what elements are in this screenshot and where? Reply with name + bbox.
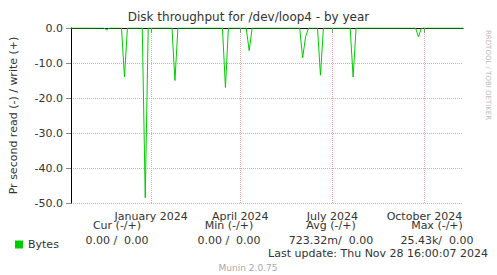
svg-text:-40.0: -40.0 bbox=[35, 162, 63, 175]
svg-text:October 2024: October 2024 bbox=[387, 210, 463, 223]
svg-text:Munin 2.0.75: Munin 2.0.75 bbox=[219, 263, 278, 273]
svg-text:0.00 / 0.00: 0.00 / 0.00 bbox=[85, 234, 148, 247]
svg-text:Cur (-/+): Cur (-/+) bbox=[92, 218, 142, 232]
svg-text:-30.0: -30.0 bbox=[35, 127, 63, 140]
svg-text:-50.0: -50.0 bbox=[35, 197, 63, 210]
svg-text:-20.0: -20.0 bbox=[35, 92, 63, 105]
svg-text:0.0: 0.0 bbox=[46, 22, 64, 35]
svg-text:RRDTOOL / TOBI OETIKER: RRDTOOL / TOBI OETIKER bbox=[484, 30, 492, 120]
svg-text:Pr second read (-) / write (+): Pr second read (-) / write (+) bbox=[7, 37, 20, 195]
svg-text:0.00 / 0.00: 0.00 / 0.00 bbox=[197, 234, 260, 247]
svg-text:Bytes: Bytes bbox=[28, 238, 59, 251]
svg-text:April 2024: April 2024 bbox=[212, 210, 269, 223]
svg-text:July 2024: July 2024 bbox=[306, 210, 358, 223]
svg-text:Last update: Thu Nov 28 16:00:: Last update: Thu Nov 28 16:00:07 2024 bbox=[268, 247, 488, 260]
svg-text:Min (-/+): Min (-/+) bbox=[204, 218, 254, 232]
svg-text:25.43k/ 0.00: 25.43k/ 0.00 bbox=[400, 234, 473, 247]
svg-text:Disk throughput for /dev/loop4: Disk throughput for /dev/loop4 - by year bbox=[128, 10, 370, 24]
svg-text:Max (-/+): Max (-/+) bbox=[411, 218, 463, 232]
svg-text:723.32m/ 0.00: 723.32m/ 0.00 bbox=[289, 234, 373, 247]
svg-text:-10.0: -10.0 bbox=[35, 57, 63, 70]
svg-text:Avg (-/+): Avg (-/+) bbox=[306, 218, 356, 232]
svg-text:January 2024: January 2024 bbox=[114, 210, 188, 223]
